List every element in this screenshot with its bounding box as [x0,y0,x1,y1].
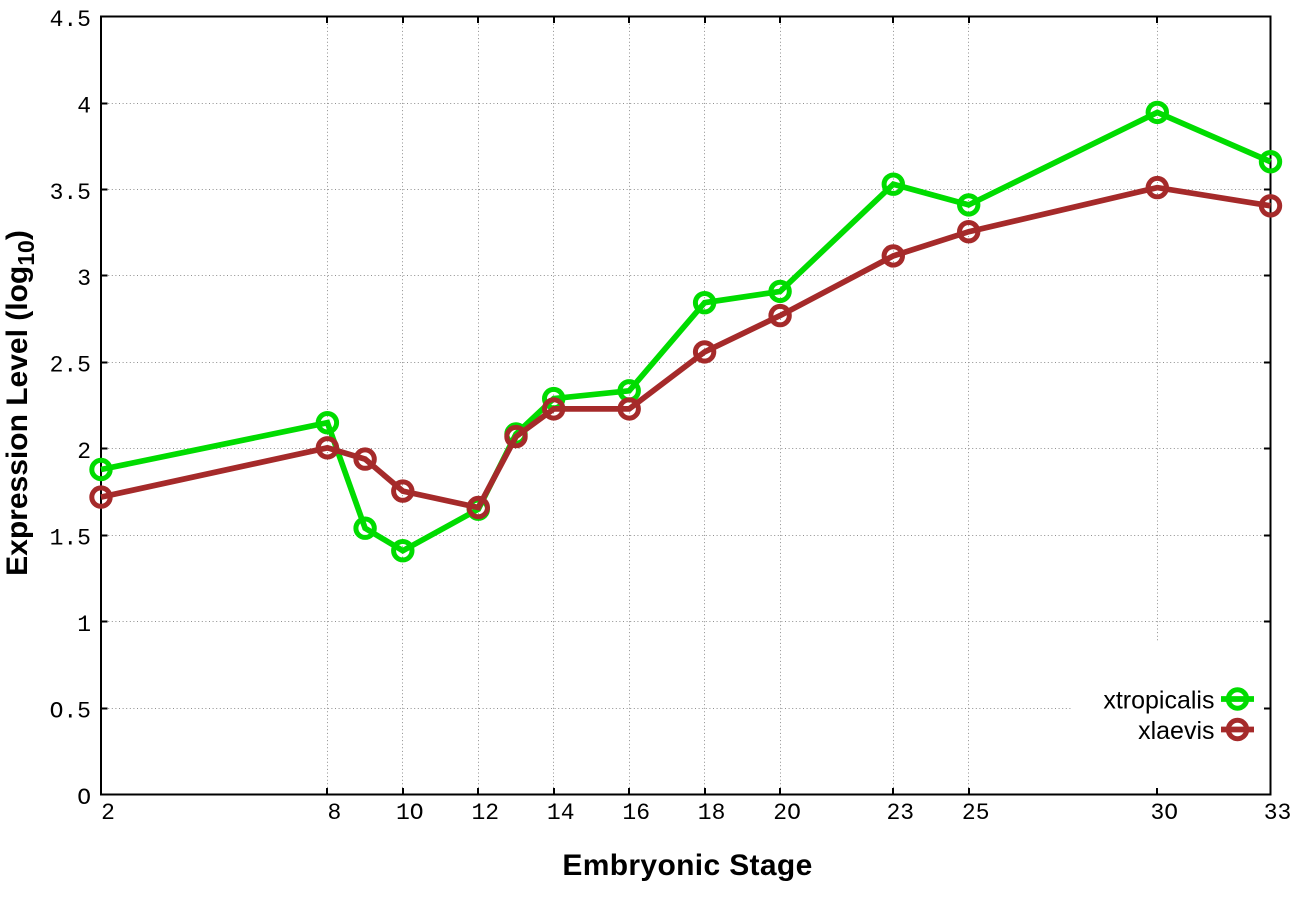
svg-text:23: 23 [886,800,914,826]
svg-text:4.5: 4.5 [50,7,91,33]
svg-text:3: 3 [77,266,91,292]
svg-text:1: 1 [77,612,91,638]
svg-text:3.5: 3.5 [50,180,91,206]
svg-text:33: 33 [1264,800,1292,826]
svg-text:8: 8 [327,800,341,826]
svg-text:Expression Level (log10): Expression Level (log10) [1,230,39,576]
svg-text:2: 2 [101,800,115,826]
svg-text:1O: 1O [396,800,424,826]
svg-text:xtropicalis: xtropicalis [1103,686,1214,714]
svg-text:Embryonic Stage: Embryonic Stage [562,849,812,882]
svg-text:O.5: O.5 [50,699,91,725]
svg-text:2.5: 2.5 [50,353,91,379]
svg-text:14: 14 [547,800,575,826]
svg-text:O: O [77,785,91,811]
svg-text:xlaevis: xlaevis [1138,717,1214,745]
svg-text:2O: 2O [773,800,801,826]
svg-text:1.5: 1.5 [50,526,91,552]
svg-text:3O: 3O [1150,800,1178,826]
svg-text:2: 2 [77,439,91,465]
svg-text:18: 18 [698,800,726,826]
svg-text:12: 12 [471,800,499,826]
svg-text:25: 25 [962,800,990,826]
svg-text:16: 16 [622,800,650,826]
svg-text:4: 4 [77,93,91,119]
